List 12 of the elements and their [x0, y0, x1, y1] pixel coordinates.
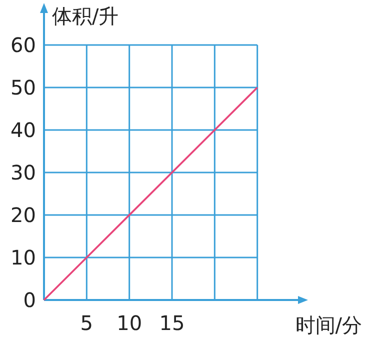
y-tick-label: 30 [10, 160, 36, 184]
x-axis-title: 时间/分 [295, 313, 362, 337]
y-tick-label: 10 [10, 246, 36, 270]
x-tick-label: 15 [159, 311, 185, 335]
y-tick-label: 50 [10, 76, 36, 100]
y-tick-label: 60 [10, 33, 36, 57]
x-tick-label: 10 [116, 311, 142, 335]
y-axis-title: 体积/升 [52, 4, 119, 28]
x-tick-label: 5 [80, 311, 94, 335]
y-tick-label: 40 [10, 118, 36, 142]
y-tick-label: 20 [10, 203, 36, 227]
y-tick-label: 0 [23, 288, 36, 312]
